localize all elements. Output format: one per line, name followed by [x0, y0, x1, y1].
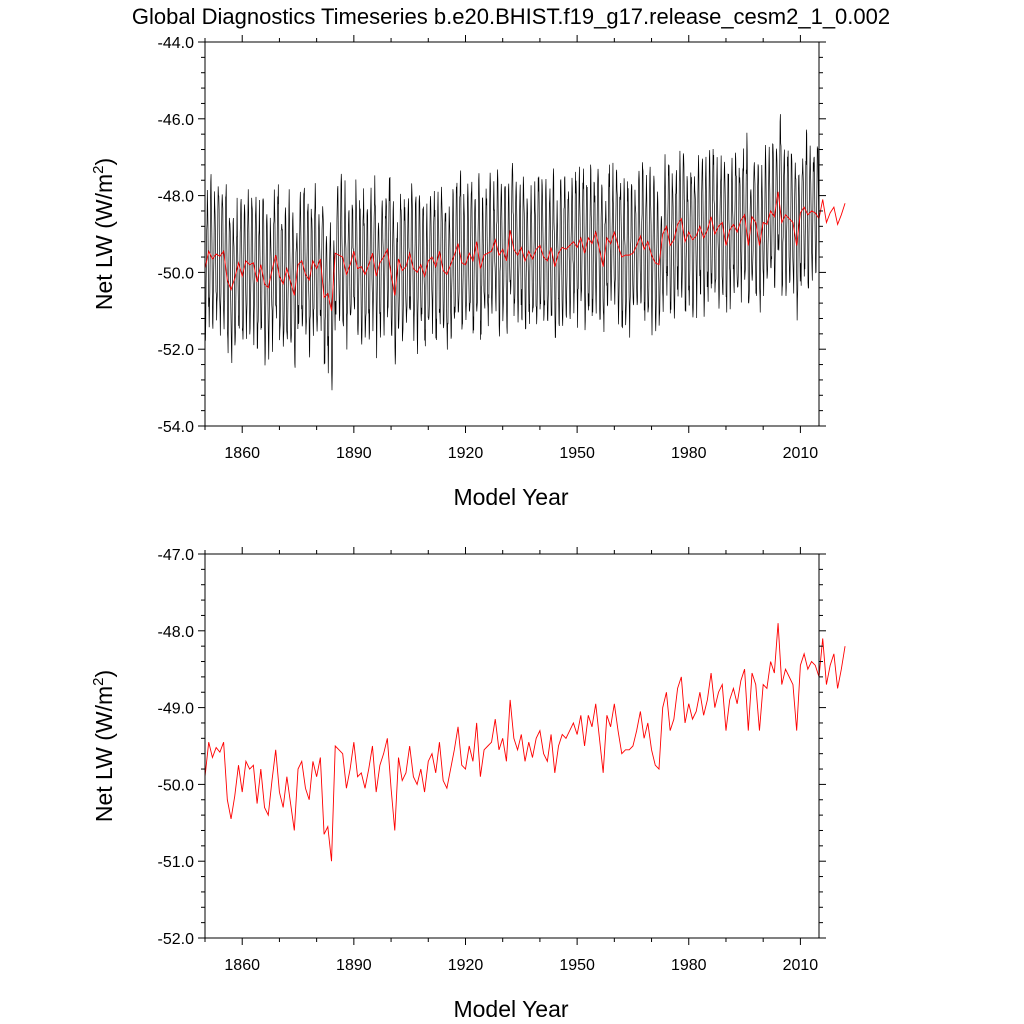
- y-tick-label: -50.0: [158, 777, 195, 794]
- x-tick-label: 1890: [336, 957, 372, 974]
- y-tick-label: -50.0: [158, 265, 195, 282]
- annual-mean-series-line: [204, 623, 846, 862]
- y-tick-label: -54.0: [158, 419, 195, 436]
- monthly-series-line: [204, 114, 820, 391]
- top-y-axis-label: Net LW (W/m2): [90, 158, 117, 310]
- top-x-axis-label: Model Year: [453, 484, 568, 510]
- bottom-x-axis-label: Model Year: [453, 996, 568, 1022]
- x-tick-label: 1860: [224, 957, 260, 974]
- bottom-panel: -52.0 -51.0 -50.0 -49.0 -48.0 -47.0 1860 1890 19…: [90, 547, 846, 1022]
- x-tick-label: 1980: [671, 957, 707, 974]
- y-tick-label: -47.0: [158, 547, 195, 564]
- x-tick-label: 2010: [783, 957, 819, 974]
- x-tick-label: 1950: [559, 957, 595, 974]
- x-tick-label: 1860: [224, 445, 260, 462]
- x-tick-label: 1980: [671, 445, 707, 462]
- y-tick-label: -52.0: [158, 931, 195, 948]
- bottom-panel-marks: [204, 623, 846, 862]
- y-tick-label: -52.0: [158, 342, 195, 359]
- top-panel-frame: [204, 41, 820, 427]
- top-panel-marks: [204, 114, 846, 391]
- x-tick-label: 1920: [448, 957, 484, 974]
- y-tick-label: -51.0: [158, 854, 195, 871]
- x-tick-label: 1950: [559, 445, 595, 462]
- y-tick-label: -48.0: [158, 189, 195, 206]
- annual-mean-series-line: [204, 191, 846, 311]
- top-panel: -54.0 -52.0 -50.0 -48.0 -46.0 -44.0 1860 1890 19…: [90, 35, 846, 510]
- figure-title: Global Diagnostics Timeseries b.e20.BHIS…: [132, 4, 890, 29]
- x-tick-label: 1920: [448, 445, 484, 462]
- bottom-y-axis-label: Net LW (W/m2): [90, 670, 117, 822]
- bottom-panel-frame: [204, 553, 820, 939]
- y-tick-label: -49.0: [158, 701, 195, 718]
- y-tick-label: -46.0: [158, 112, 195, 129]
- x-tick-label: 2010: [783, 445, 819, 462]
- bottom-panel-ticks: -52.0 -51.0 -50.0 -49.0 -48.0 -47.0 1860 1890 19…: [158, 547, 826, 974]
- y-tick-label: -48.0: [158, 624, 195, 641]
- x-tick-label: 1890: [336, 445, 372, 462]
- top-panel-ticks: -54.0 -52.0 -50.0 -48.0 -46.0 -44.0 1860 1890 19…: [158, 35, 826, 462]
- y-tick-label: -44.0: [158, 35, 195, 52]
